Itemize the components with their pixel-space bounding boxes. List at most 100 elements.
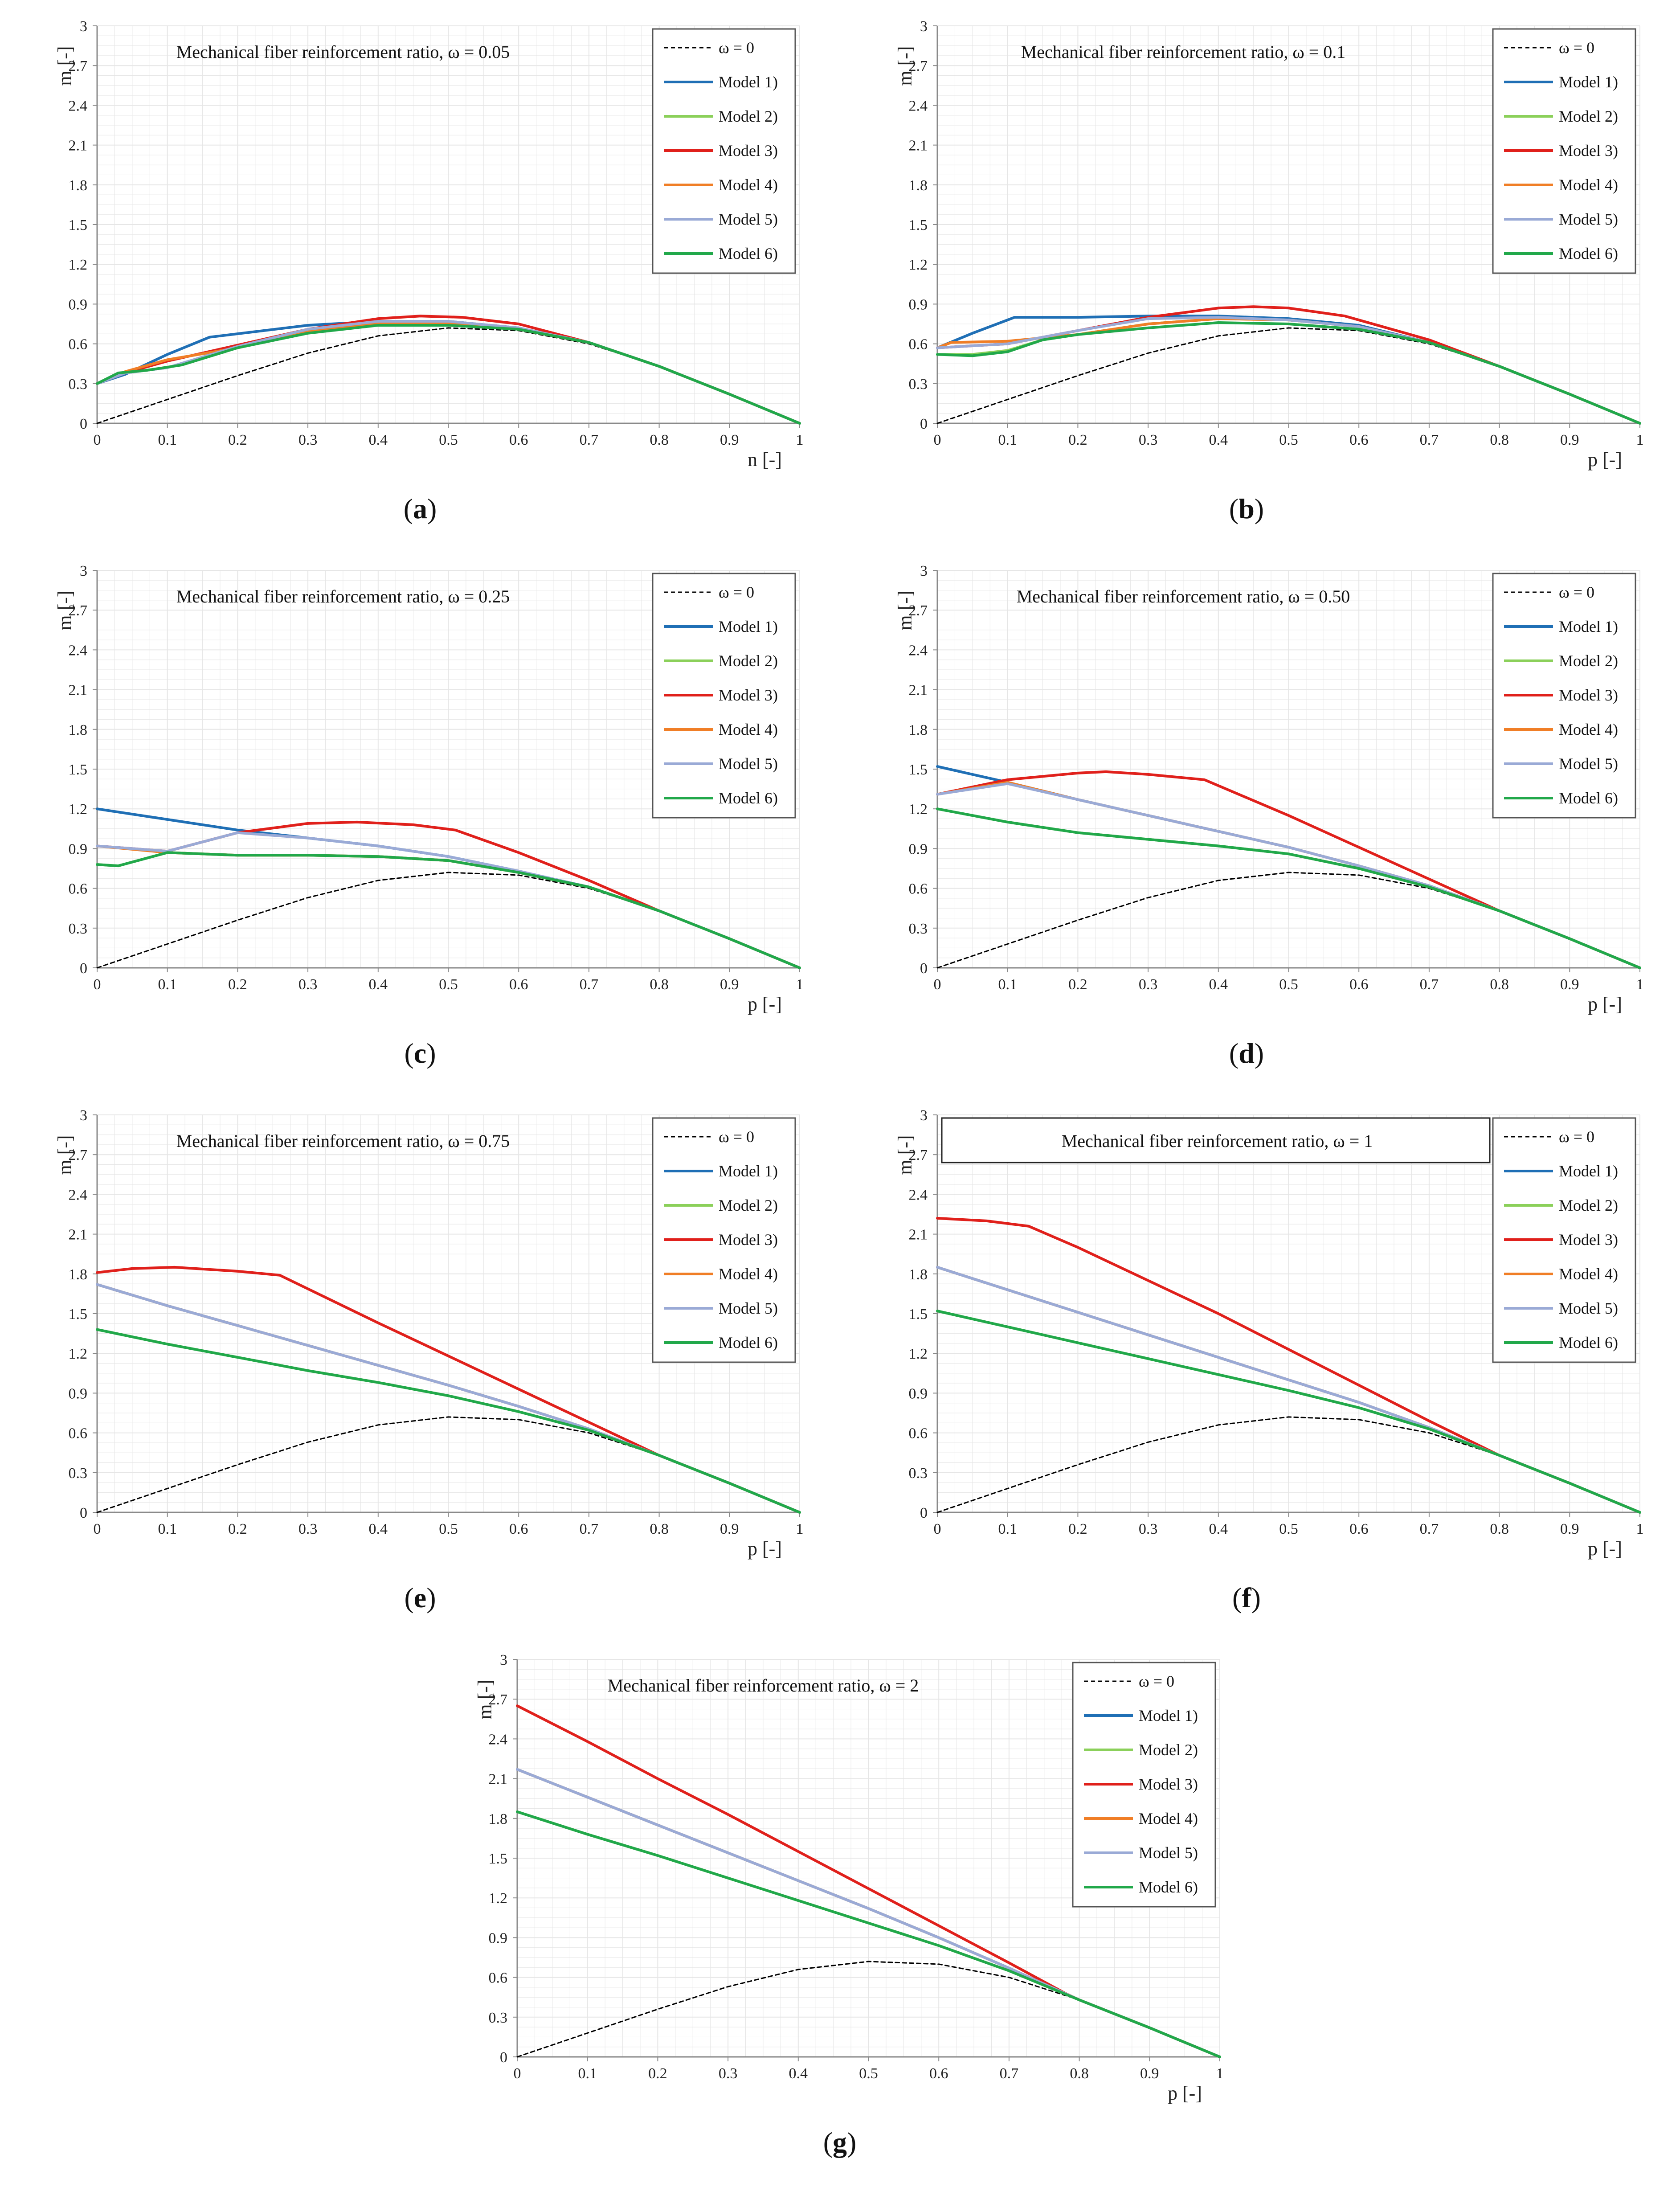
y-tick-label: 0.6 <box>909 881 928 897</box>
x-axis-label: p [-] <box>748 993 782 1015</box>
legend-label-model6: Model 6) <box>719 245 778 262</box>
x-tick-label: 0.3 <box>1139 1521 1158 1537</box>
legend-label-model3: Model 3) <box>719 1231 778 1249</box>
legend-label-model5: Model 5) <box>1559 1299 1618 1317</box>
x-tick-label: 0 <box>934 976 941 993</box>
x-tick-label: 0.7 <box>580 1521 599 1537</box>
legend-label-model1: Model 1) <box>1559 73 1618 91</box>
grid <box>937 1114 1640 1513</box>
legend-label-omega0: ω = 0 <box>1559 39 1594 57</box>
y-tick-label: 3 <box>920 1107 928 1124</box>
x-axis-label: p [-] <box>1588 993 1622 1015</box>
y-tick-label: 2.1 <box>909 682 928 699</box>
chart-panel-e: 0 0.1 0.2 0.3 0.4 0.5 0.6 0.7 0.8 0.9 1 0 0.3 0.6 0.9 1… <box>54 1107 804 1560</box>
y-tick-label: 2.4 <box>69 1187 88 1203</box>
x-tick-label: 0.2 <box>228 976 247 993</box>
x-tick-label: 1 <box>1636 432 1644 448</box>
x-tick-label: 0.8 <box>650 976 669 993</box>
y-tick-label: 2.1 <box>909 1227 928 1243</box>
y-tick-label: 0.6 <box>909 336 928 353</box>
series-line-model6 <box>96 1328 801 1514</box>
legend-label-model1: Model 1) <box>1139 1707 1198 1724</box>
y-axis-label: m [-] <box>474 1679 496 1719</box>
series-line-model6 <box>936 807 1641 969</box>
legend-label-omega0: ω = 0 <box>719 1128 754 1146</box>
y-tick-label: 0 <box>920 960 928 977</box>
legend-label-omega0: ω = 0 <box>1559 1128 1594 1146</box>
x-tick-label: 0.6 <box>509 976 528 993</box>
x-tick-label: 0.2 <box>228 432 247 448</box>
x-tick-label: 1 <box>1636 976 1644 993</box>
y-tick-label: 0 <box>80 960 87 977</box>
caption-f: (f) <box>1232 1582 1261 1614</box>
x-tick-label: 0.5 <box>439 432 458 448</box>
y-tick-label: 2.1 <box>69 682 88 699</box>
y-tick-label: 1.2 <box>489 1890 508 1907</box>
x-tick-label: 0.5 <box>859 2065 878 2082</box>
y-tick-label: 1.5 <box>69 762 88 778</box>
legend-label-model2: Model 2) <box>1559 107 1618 125</box>
legend-label-model2: Model 2) <box>1139 1741 1198 1759</box>
y-tick-label: 1.8 <box>69 1266 88 1283</box>
x-tick-label: 0 <box>934 1521 941 1537</box>
x-tick-label: 0.4 <box>1209 1521 1228 1537</box>
chart-panel-b: 0 0.1 0.2 0.3 0.4 0.5 0.6 0.7 0.8 0.9 1 0 0.3 0.6 0.9 1… <box>894 18 1644 471</box>
caption-g: (g) <box>823 2126 857 2158</box>
y-tick-label: 2.7 <box>489 1691 508 1708</box>
caption-letter-d: d <box>1239 1037 1255 1069</box>
legend-label-model1: Model 1) <box>719 73 778 91</box>
x-tick-label: 0.9 <box>720 976 739 993</box>
x-axis-label: p [-] <box>748 1538 782 1560</box>
y-tick-label: 0 <box>80 1505 87 1521</box>
y-tick-label: 0.9 <box>69 1385 88 1402</box>
y-tick-label: 0.6 <box>69 1425 88 1442</box>
series-line-model6 <box>96 324 801 425</box>
y-tick-label: 3 <box>80 563 87 579</box>
y-tick-label: 1.8 <box>909 1266 928 1283</box>
legend-label-model5: Model 5) <box>719 755 778 773</box>
x-tick-label: 0.9 <box>1560 1521 1579 1537</box>
legend-label-model2: Model 2) <box>1559 1196 1618 1214</box>
x-tick-label: 0.5 <box>1279 432 1298 448</box>
x-tick-label: 0.3 <box>298 432 318 448</box>
legend-label-model6: Model 6) <box>719 789 778 807</box>
y-tick-label: 1.5 <box>909 762 928 778</box>
x-tick-label: 0.7 <box>580 432 599 448</box>
x-tick-label: 0.1 <box>158 432 177 448</box>
legend-label-omega0: ω = 0 <box>1139 1672 1174 1690</box>
y-tick-label: 1.8 <box>69 722 88 738</box>
y-tick-label: 0.3 <box>69 376 88 393</box>
y-tick-label: 1.5 <box>909 1306 928 1323</box>
x-tick-label: 0.3 <box>1139 432 1158 448</box>
legend-label-model2: Model 2) <box>719 107 778 125</box>
x-axis-label: p [-] <box>1588 449 1622 471</box>
x-axis-label: n [-] <box>748 449 782 471</box>
y-axis-label: m [-] <box>54 1135 76 1175</box>
x-tick-label: 0.8 <box>1490 976 1509 993</box>
x-tick-label: 0.4 <box>369 1521 388 1537</box>
chart-panel-a: 0 0.1 0.2 0.3 0.4 0.5 0.6 0.7 0.8 0.9 1 0 0.3 0.6 0.9 1… <box>54 18 804 471</box>
x-tick-label: 0.7 <box>1420 432 1439 448</box>
legend-label-model6: Model 6) <box>1559 245 1618 262</box>
legend-label-model1: Model 1) <box>719 618 778 635</box>
chart-title: Mechanical fiber reinforcement ratio, ω … <box>1017 586 1350 606</box>
x-tick-label: 0.2 <box>648 2065 667 2082</box>
y-tick-label: 1.5 <box>909 217 928 233</box>
caption-d: (d) <box>1229 1037 1264 1069</box>
y-tick-label: 1.8 <box>909 177 928 194</box>
legend-label-model4: Model 4) <box>719 176 778 194</box>
x-tick-label: 0.6 <box>509 1521 528 1537</box>
legend-label-model4: Model 4) <box>1559 721 1618 738</box>
chart-title: Mechanical fiber reinforcement ratio, ω … <box>176 1131 510 1151</box>
x-tick-label: 0 <box>94 432 101 448</box>
chart-panel-f: 0 0.1 0.2 0.3 0.4 0.5 0.6 0.7 0.8 0.9 1 0 0.3 0.6 0.9 1… <box>894 1107 1644 1560</box>
y-tick-label: 3 <box>80 18 87 35</box>
x-tick-label: 0.5 <box>439 1521 458 1537</box>
y-tick-label: 0.3 <box>489 2010 508 2026</box>
x-tick-label: 0.9 <box>720 1521 739 1537</box>
chart-title-box <box>941 1117 1491 1163</box>
y-tick-label: 2.4 <box>909 1187 928 1203</box>
x-tick-label: 0.1 <box>998 432 1017 448</box>
x-axis-label: p [-] <box>1168 2082 1202 2104</box>
x-axis-label: p [-] <box>1588 1538 1622 1560</box>
